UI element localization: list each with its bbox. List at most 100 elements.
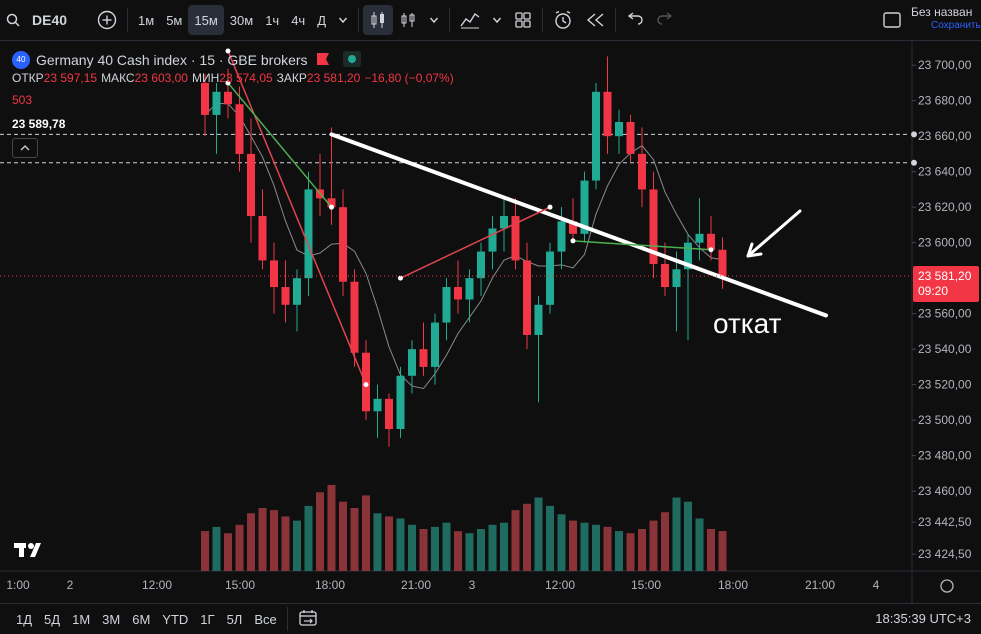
fullscreen-square-icon[interactable] <box>876 5 908 35</box>
alert-clock-icon[interactable] <box>547 5 579 35</box>
volume-bar <box>385 516 393 571</box>
volume-bar <box>419 529 428 571</box>
range-5y[interactable]: 5Л <box>226 611 243 627</box>
calendar-range-icon[interactable] <box>292 609 324 630</box>
interval-d[interactable]: Д <box>317 12 327 28</box>
time-tick-label: 12:00 <box>545 578 575 592</box>
settings-gear-icon[interactable] <box>940 579 954 593</box>
trendline-anchor <box>225 48 231 54</box>
candle-body <box>362 352 370 412</box>
layout-name: Без назван <box>911 5 973 19</box>
trendline-anchor <box>225 80 231 86</box>
range-1m[interactable]: 1М <box>72 611 91 627</box>
candle-body <box>626 121 635 154</box>
candle-body <box>350 281 359 353</box>
chart-area[interactable]: 23 700,00 23 680,00 23 660,00 23 640,00 23 6… <box>0 41 981 603</box>
plus-circle-icon[interactable] <box>91 5 123 35</box>
volume-bar <box>373 513 382 571</box>
price-chart[interactable]: 23 700,00 23 680,00 23 660,00 23 640,00 23 6… <box>0 41 981 603</box>
close-value: 23 581,20 <box>306 71 361 85</box>
flag-icon[interactable] <box>316 52 330 69</box>
candle-body <box>396 375 405 430</box>
interval-5m[interactable]: 5м <box>166 12 183 28</box>
interval-30m[interactable]: 30м <box>229 12 254 28</box>
collapse-legend-button[interactable] <box>12 138 38 158</box>
time-tick-label: 18:00 <box>315 578 345 592</box>
volume-bar <box>684 501 692 571</box>
interval-15m[interactable]: 15м <box>188 5 224 35</box>
range-6m[interactable]: 6М <box>132 611 151 627</box>
volume-bar <box>431 526 439 571</box>
candle-body <box>569 221 577 234</box>
volume-bar <box>649 520 658 571</box>
chevron-down-icon[interactable] <box>332 5 354 35</box>
interval-1m[interactable]: 1м <box>138 12 155 28</box>
price-tick-label: 23 680,00 <box>918 94 972 108</box>
trendline-anchor <box>398 275 403 281</box>
high-value: 23 603,00 <box>134 71 188 85</box>
bars-chart-type-icon[interactable] <box>393 5 423 35</box>
time-tick-label: 21:00 <box>401 578 431 592</box>
layout-grid-icon[interactable] <box>508 5 538 35</box>
instrument-title[interactable]: Germany 40 Cash index · 15 · GBE brokers <box>36 52 308 68</box>
symbol-search-icon[interactable] <box>0 5 26 35</box>
volume-bar <box>523 503 531 571</box>
crosshair-price: 23 589,78 <box>12 117 66 131</box>
candle-body <box>534 304 543 335</box>
redo-icon[interactable] <box>650 5 680 35</box>
replay-icon[interactable] <box>579 5 611 35</box>
interval-1h[interactable]: 1ч <box>265 12 280 28</box>
range-1y[interactable]: 1Г <box>200 611 215 627</box>
legend: 40 Germany 40 Cash index · 15 · GBE brok… <box>12 50 454 158</box>
interval-4h[interactable]: 4ч <box>291 12 306 28</box>
chevron-down-icon[interactable] <box>486 5 508 35</box>
candle-body <box>281 287 290 305</box>
range-3m[interactable]: 3М <box>102 611 121 627</box>
chevron-down-icon[interactable] <box>423 5 445 35</box>
bar-countdown-label: 09:20 <box>918 284 948 298</box>
price-tick-label: 23 560,00 <box>918 307 972 321</box>
divider <box>449 8 451 32</box>
price-tick-label: 23 600,00 <box>918 236 972 250</box>
range-1d[interactable]: 1Д <box>16 611 33 627</box>
indicators-icon[interactable] <box>454 5 486 35</box>
candle-body <box>304 189 313 279</box>
low-label: МИН <box>191 71 220 85</box>
moving-average-line <box>204 102 723 390</box>
last-price-label-bg <box>913 266 979 303</box>
range-5d[interactable]: 5Д <box>44 611 61 627</box>
volume-bar <box>235 524 244 571</box>
candle-body <box>212 91 221 115</box>
account-layout-name[interactable]: Без назван Сохранить <box>911 6 981 32</box>
candle-body <box>661 263 669 288</box>
price-tick-label: 23 640,00 <box>918 165 972 179</box>
horizontal-line-handle <box>911 131 917 138</box>
time-tick-label: 21:00 <box>805 578 835 592</box>
candle-body <box>339 207 347 282</box>
data-window-icon[interactable] <box>342 50 362 71</box>
volume-bar <box>488 524 497 571</box>
price-tick-label: 23 480,00 <box>918 449 972 463</box>
candles-chart-type-icon[interactable] <box>363 5 394 35</box>
price-tick-label: 23 660,00 <box>918 129 972 143</box>
volume-bar <box>534 497 543 571</box>
volume-bar <box>293 520 301 571</box>
symbol-name[interactable]: DE40 <box>32 12 68 28</box>
time-tick-label: 1:00 <box>6 578 30 592</box>
volume-bar <box>281 516 290 571</box>
time-tick-label: 3 <box>469 578 476 592</box>
time-tick-label: 2 <box>67 578 74 592</box>
range-all[interactable]: Все <box>254 611 277 627</box>
volume-bar <box>580 522 589 571</box>
divider <box>286 607 288 631</box>
undo-icon[interactable] <box>620 5 650 35</box>
utc-clock[interactable]: 18:35:39 UTC+3 <box>875 611 971 626</box>
candle-body <box>385 398 393 430</box>
divider <box>127 8 129 32</box>
candle-body <box>201 82 209 115</box>
tradingview-logo[interactable] <box>14 541 48 564</box>
range-ytd[interactable]: YTD <box>162 611 189 627</box>
open-label: ОТКР <box>12 71 44 85</box>
candle-body <box>270 260 278 288</box>
candle-body <box>465 278 474 300</box>
